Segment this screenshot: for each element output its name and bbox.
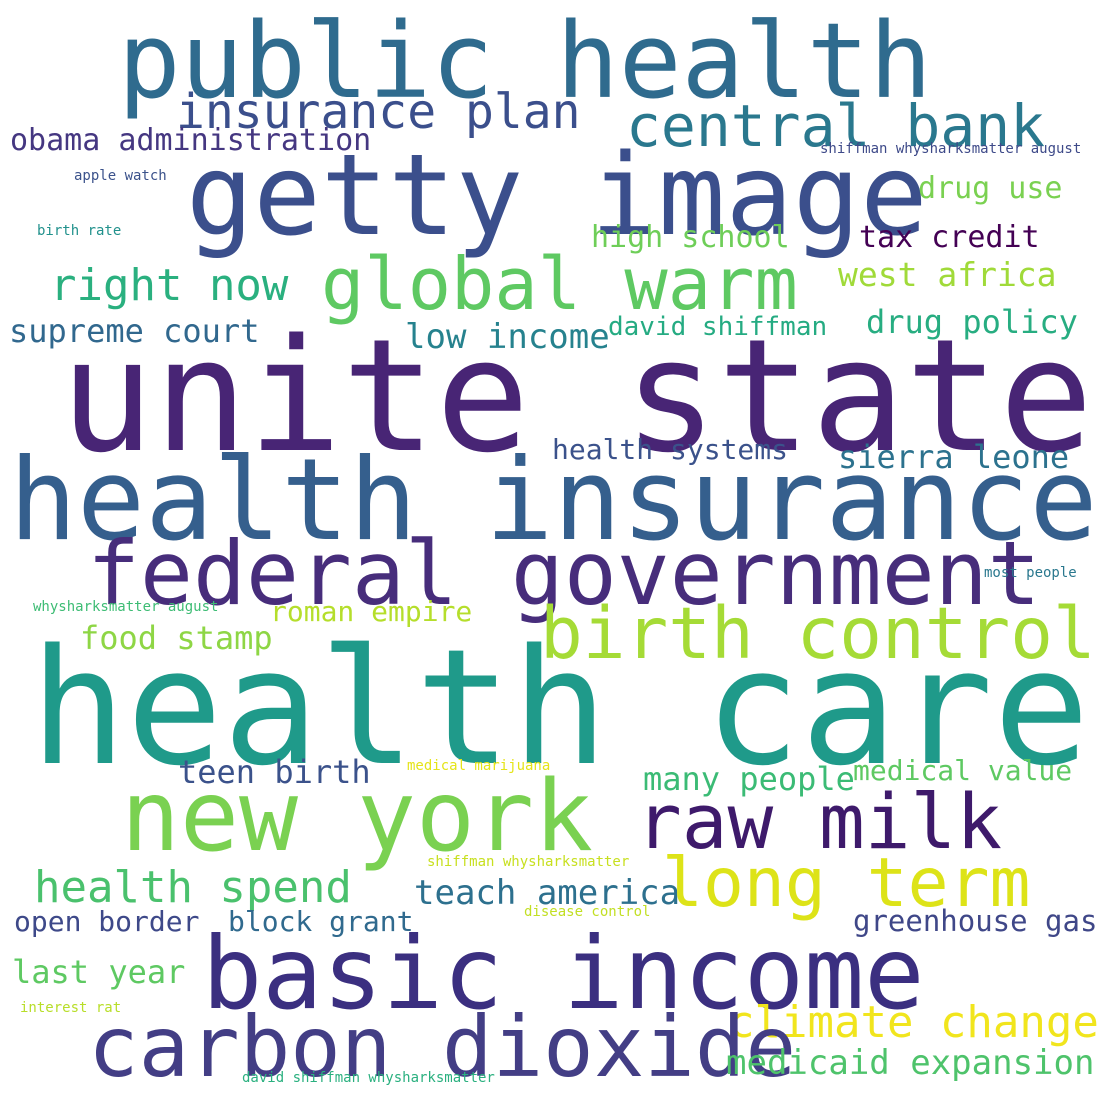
word-medicaid-expansion: medicaid expansion — [726, 1043, 1095, 1083]
word-shiffman-whysharksmatter: shiffman whysharksmatter — [427, 854, 630, 870]
word-drug-use: drug use — [918, 171, 1063, 206]
word-david-shiffman-whysharksmatter: david shiffman whysharksmatter — [242, 1070, 495, 1086]
word-shiffman-whysharksmatter-august: shiffman whysharksmatter august — [820, 141, 1082, 157]
word-raw-milk: raw milk — [636, 777, 1003, 866]
word-new-york: new york — [121, 760, 594, 874]
word-high-school: high school — [591, 220, 790, 255]
word-apple-watch: apple watch — [74, 168, 167, 184]
word-last-year: last year — [12, 953, 186, 991]
word-getty-image: getty image — [186, 131, 928, 261]
word-supreme-court: supreme court — [9, 312, 260, 350]
word-health-insurance: health insurance — [9, 434, 1098, 566]
word-global-warm: global warm — [321, 242, 798, 326]
word-insurance-plan: insurance plan — [176, 84, 581, 140]
word-long-term: long term — [662, 844, 1031, 923]
word-unite-state: unite state — [60, 305, 1094, 487]
word-block-grant: block grant — [228, 905, 414, 938]
word-food-stamp: food stamp — [80, 619, 273, 657]
word-drug-policy: drug policy — [866, 303, 1078, 341]
word-tax-credit: tax credit — [859, 220, 1040, 255]
word-medical-value: medical value — [853, 754, 1073, 787]
word-health-spend: health spend — [34, 862, 352, 913]
word-health-care: health care — [30, 614, 1090, 801]
word-many-people: many people — [643, 760, 855, 798]
word-medical-marijuana: medical marijuana — [407, 758, 551, 774]
word-disease-control: disease control — [524, 904, 651, 920]
word-public-health: public health — [118, 0, 932, 122]
word-west-africa: west africa — [838, 255, 1057, 294]
word-carbon-dioxide: carbon dioxide — [88, 998, 797, 1096]
word-central-bank: central bank — [626, 92, 1046, 160]
word-obama-administration: obama administration — [10, 123, 372, 158]
word-low-income: low income — [405, 317, 610, 357]
word-climate-change: climate change — [728, 997, 1099, 1048]
word-roman-empire: roman empire — [270, 595, 473, 628]
word-teen-birth: teen birth — [178, 753, 371, 791]
word-birth-control: birth control — [540, 592, 1096, 675]
word-health-systems: health systems — [552, 433, 789, 466]
word-teach-america: teach america — [414, 873, 681, 913]
word-whysharksmatter-august: whysharksmatter august — [33, 599, 219, 615]
word-david-shiffman: david shiffman — [608, 312, 828, 342]
word-right-now: right now — [50, 260, 289, 311]
word-federal-government: federal government — [87, 522, 1041, 625]
word-most-people: most people — [984, 565, 1077, 581]
word-open-border: open border — [14, 905, 200, 938]
word-basic-income: basic income — [202, 915, 925, 1032]
word-greenhouse-gas: greenhouse gas — [853, 904, 1098, 938]
word-interest-rat: interest rat — [20, 1000, 122, 1016]
word-sierra-leone: sierra leone — [838, 438, 1070, 476]
word-birth-rate: birth rate — [37, 223, 122, 239]
